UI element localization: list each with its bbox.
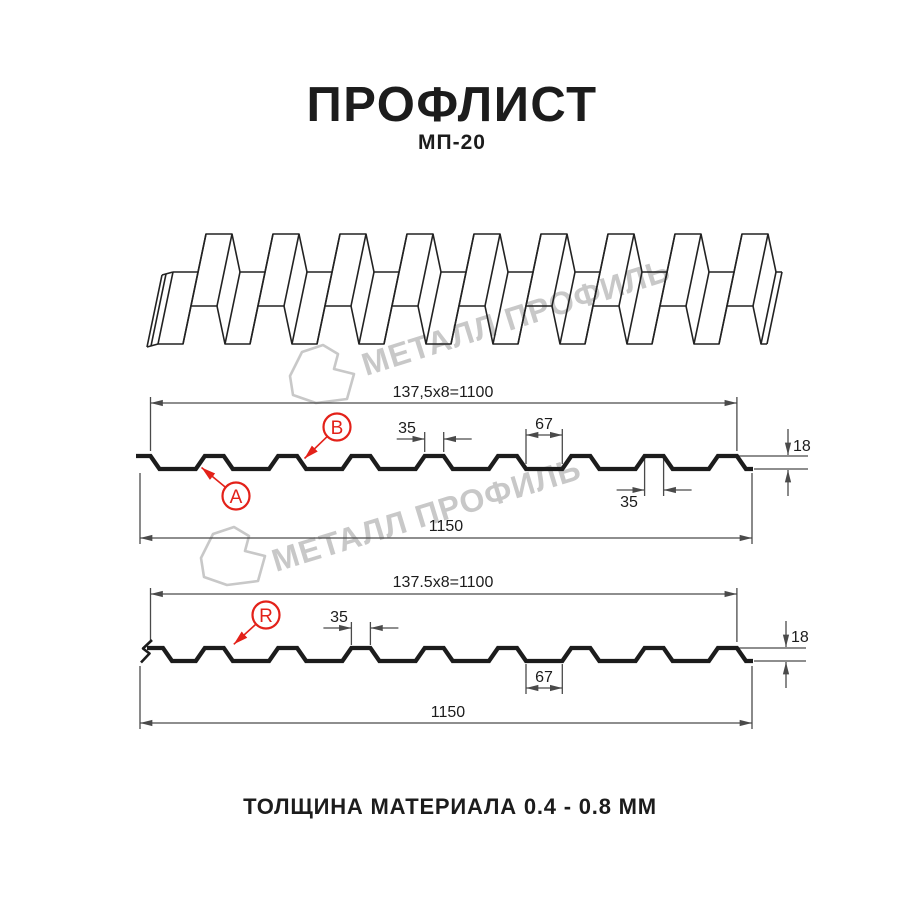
cross-section-1 (136, 397, 808, 544)
sheet-left-edge (150, 273, 167, 347)
rib-edge-line (752, 233, 769, 307)
rib-edge-line (492, 271, 509, 345)
dim-profile-height: 18 (791, 629, 809, 646)
dim-overall-width: 1150 (431, 704, 466, 721)
watermark-1: МЕТАЛЛ ПРОФИЛЬ (288, 252, 675, 405)
rib-edge-line (726, 233, 743, 307)
dim-profile-height: 18 (793, 438, 811, 455)
rib-edge-line (350, 233, 367, 307)
break-mark (140, 639, 153, 664)
cross-section-2 (139, 588, 806, 729)
label-arrow (200, 466, 227, 489)
sheet-left-edge (157, 271, 174, 345)
rib-edge-line (626, 271, 643, 345)
rib-edge-line (592, 233, 609, 307)
rib-edge-line (659, 233, 676, 307)
rib-edge-line (685, 233, 702, 307)
sheet-left-edge (146, 274, 163, 348)
label-circle (251, 600, 281, 630)
label-circle (322, 412, 352, 442)
label-arrow (233, 623, 257, 645)
rib-edge-line (190, 233, 207, 307)
dim-valley-width: 67 (535, 669, 553, 686)
material-thickness-note: ТОЛЩИНА МАТЕРИАЛА 0.4 - 0.8 ММ (243, 794, 657, 819)
dim-crest-width: 35 (330, 609, 348, 626)
sheet-left-edge-cap (146, 271, 174, 348)
rib-edge-line (417, 233, 434, 307)
header: ПРОФЛИСТ МП-20 (306, 78, 597, 154)
rib-edge-line (525, 233, 542, 307)
rib-edge-line (391, 233, 408, 307)
dim-crest-width: 35 (398, 420, 416, 437)
dim-pitch-formula: 137.5x8=1100 (393, 574, 494, 591)
rib-edge-line (458, 233, 475, 307)
rib-edge-line (693, 271, 710, 345)
rib-edge-line (291, 271, 308, 345)
page-title: ПРОФЛИСТ (306, 78, 597, 132)
rib-edge-line (257, 233, 274, 307)
sheet-front-edge (158, 305, 767, 345)
brand-logo-icon (288, 343, 356, 405)
rib-edge-line (760, 271, 777, 345)
rib-edge-line (216, 233, 233, 307)
sheet-back-edge (173, 233, 782, 273)
profile-outline (136, 453, 753, 472)
label-b: B (331, 418, 344, 439)
rib-edge-line (484, 233, 501, 307)
dim-overall-width: 1150 (429, 518, 464, 535)
dim-crest-width-bottom: 35 (620, 494, 638, 511)
label-arrow (303, 435, 328, 460)
rib-edge-line (283, 233, 300, 307)
rib-edge-line (425, 271, 442, 345)
dim-pitch-formula: 137,5x8=1100 (393, 384, 494, 401)
dim-valley-width: 67 (535, 416, 553, 433)
rib-edge-line (224, 271, 241, 345)
rib-edge-line (618, 233, 635, 307)
page-subtitle: МП-20 (418, 131, 486, 154)
profile-outline (147, 645, 753, 664)
brand-logo-icon (199, 525, 267, 587)
rib-edge-line (559, 271, 576, 345)
rib-edge-line (551, 233, 568, 307)
rib-edge-line (324, 233, 341, 307)
sheet-right-edge (766, 271, 783, 345)
cross-section-1-labels: 137,5x8=1100 35 67 18 35 1150 A B (230, 384, 811, 535)
label-a: A (230, 487, 243, 508)
rib-edge-line (358, 271, 375, 345)
sheet-3d-view (146, 233, 783, 348)
label-circle (221, 481, 251, 511)
label-r: R (259, 606, 273, 627)
cross-section-2-labels: 137.5x8=1100 35 67 18 1150 R (259, 574, 809, 721)
